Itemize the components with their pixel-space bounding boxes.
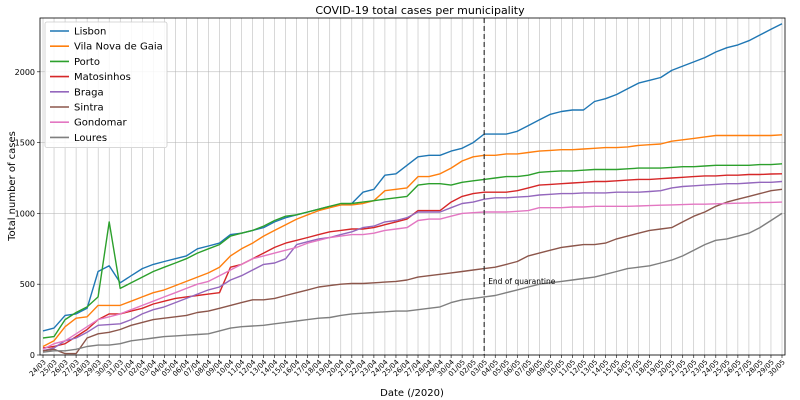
- series-line-braga: [42, 180, 783, 352]
- series-lines: [42, 23, 783, 355]
- y-tick-label: 500: [20, 280, 35, 289]
- legend-label: Braga: [74, 87, 104, 98]
- legend-label: Vila Nova de Gaia: [74, 42, 163, 53]
- legend-label: Sintra: [74, 103, 104, 114]
- y-tick-label: 1500: [15, 139, 35, 148]
- series-line-vila-nova-de-gaia: [42, 134, 783, 348]
- y-axis: 0 500 1000 1500 2000: [15, 68, 40, 360]
- legend-box: [44, 21, 168, 148]
- y-axis-label: Total number of cases: [7, 131, 18, 242]
- series-line-gondomar: [42, 201, 783, 350]
- y-tick-label: 1000: [15, 209, 35, 218]
- chart-title: COVID-19 total cases per municipality: [315, 4, 525, 17]
- y-tick-label: 2000: [15, 68, 35, 77]
- plot-frame: [39, 17, 786, 356]
- legend-label: Matosinhos: [74, 72, 131, 83]
- legend-label: Lisbon: [74, 27, 106, 38]
- quarantine-label: End of quarantine: [488, 277, 556, 286]
- series-line-lisbon: [42, 23, 783, 332]
- series-line-sintra: [42, 188, 783, 355]
- legend-label: Loures: [74, 133, 107, 144]
- x-axis: 24/0325/0326/0327/0328/0329/0330/0331/03…: [28, 355, 787, 378]
- y-tick-label: 0: [30, 351, 35, 360]
- series-line-loures: [42, 212, 783, 353]
- legend: Lisbon Vila Nova de Gaia Porto Matosinhos Br…: [44, 21, 168, 148]
- series-line-porto: [42, 163, 783, 339]
- quarantine-annotation: End of quarantine: [483, 18, 556, 355]
- legend-label: Gondomar: [74, 118, 128, 129]
- legend-label: Porto: [74, 57, 100, 68]
- x-axis-label: Date (/2020): [380, 388, 444, 399]
